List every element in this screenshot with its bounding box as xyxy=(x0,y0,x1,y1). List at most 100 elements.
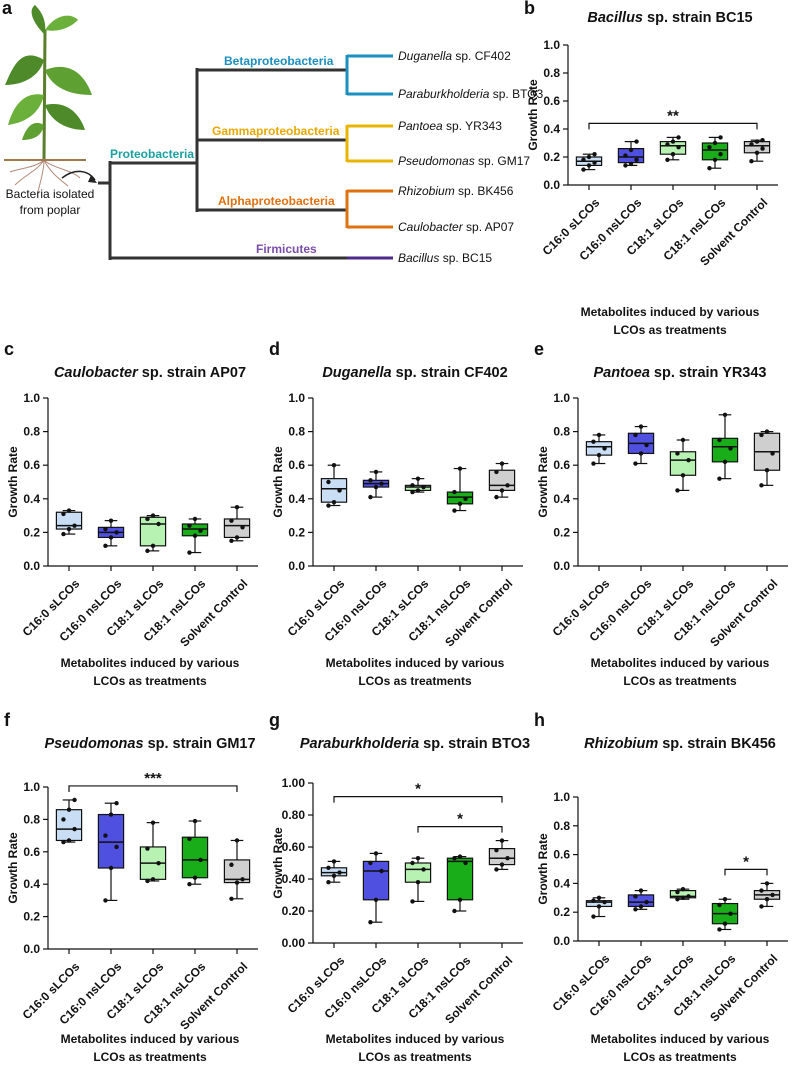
panel-letter: e xyxy=(534,339,544,359)
leaf-genus: Pseudomonas xyxy=(398,154,475,168)
significance-bracket xyxy=(333,796,503,803)
box xyxy=(488,469,516,491)
data-point xyxy=(717,927,722,932)
leaf-strain: sp. BTO3 xyxy=(489,87,543,101)
data-point xyxy=(764,897,770,902)
source-label: from poplar xyxy=(20,203,81,217)
data-point xyxy=(66,807,72,812)
data-point xyxy=(192,818,198,824)
y-tick-label: 0.20 xyxy=(282,904,306,918)
leaf-label: Caulobacter sp. AP07 xyxy=(398,220,514,234)
box xyxy=(55,809,83,842)
box xyxy=(446,857,474,901)
y-axis-label: Growth Rate xyxy=(6,832,20,904)
y-tick-label: 0.6 xyxy=(23,458,40,472)
box xyxy=(181,836,209,879)
y-tick-label: 0.60 xyxy=(282,840,306,854)
data-point xyxy=(452,856,457,861)
y-tick-label: 0.80 xyxy=(282,808,306,822)
chart-title: Pseudomonas sp. strain GM17 xyxy=(44,736,255,752)
y-tick-label: 1.0 xyxy=(553,391,570,405)
leaf-genus: Paraburkholderia xyxy=(398,87,490,101)
data-point xyxy=(457,897,463,902)
data-point xyxy=(234,535,240,540)
data-point xyxy=(759,904,764,909)
leaf-strain: sp. CF402 xyxy=(452,49,511,63)
data-point xyxy=(644,442,649,448)
y-tick-label: 0.4 xyxy=(543,122,560,136)
data-point xyxy=(591,898,596,903)
data-point xyxy=(156,860,161,866)
y-tick-label: 0.4 xyxy=(288,492,305,506)
panel-a: a Bacteria isolated from poplar xyxy=(2,0,393,260)
x-axis-label: Metabolites induced by various xyxy=(581,305,760,319)
data-point xyxy=(749,142,754,147)
data-point xyxy=(623,153,628,158)
data-point xyxy=(415,880,421,885)
chart-title: Bacillus sp. strain BC15 xyxy=(587,10,752,26)
box xyxy=(711,437,739,463)
y-tick-label: 0.0 xyxy=(553,559,570,573)
data-point xyxy=(505,483,510,488)
data-point xyxy=(728,911,733,916)
data-point xyxy=(712,157,718,162)
x-axis-label: LCOs as treatments xyxy=(623,1050,737,1064)
x-axis-label: Metabolites induced by various xyxy=(61,1032,240,1046)
data-point xyxy=(596,895,602,900)
y-tick-label: 0.0 xyxy=(543,178,560,192)
data-point xyxy=(707,145,712,150)
data-point xyxy=(373,469,379,475)
data-point xyxy=(602,446,607,451)
title-rest: sp. strain BTO3 xyxy=(419,736,530,752)
box xyxy=(320,478,348,503)
data-point xyxy=(718,152,723,157)
data-point xyxy=(764,429,770,434)
y-tick-label: 0.8 xyxy=(553,819,570,833)
data-point xyxy=(675,451,680,456)
data-point xyxy=(759,432,764,438)
data-point xyxy=(368,920,373,925)
data-point xyxy=(463,860,468,866)
data-point xyxy=(628,161,634,167)
data-point xyxy=(676,135,681,140)
data-point xyxy=(759,483,764,488)
data-point xyxy=(499,862,505,867)
chart-title: Paraburkholderia sp. strain BTO3 xyxy=(300,736,530,752)
data-point xyxy=(108,535,114,540)
data-point xyxy=(680,473,686,478)
data-point xyxy=(760,146,765,151)
y-axis-label: Growth Rate xyxy=(536,446,550,518)
data-point xyxy=(108,865,114,871)
y-tick-label: 0.2 xyxy=(288,525,305,539)
data-point xyxy=(229,518,234,523)
chart-title: Caulobacter sp. strain AP07 xyxy=(54,365,246,381)
y-axis-label: Growth Rate xyxy=(536,833,550,905)
leaf-strain: sp. BC15 xyxy=(439,251,492,265)
data-point xyxy=(326,503,331,508)
tree xyxy=(98,54,393,260)
data-point xyxy=(722,412,728,417)
panel-letter: g xyxy=(269,710,280,730)
title-rest: sp. strain BK456 xyxy=(658,736,776,752)
data-point xyxy=(728,446,733,451)
data-point xyxy=(591,461,596,466)
y-tick-label: 0.0 xyxy=(288,559,305,573)
data-point xyxy=(150,513,156,518)
leaf-strain: sp. AP07 xyxy=(463,220,515,234)
y-tick-label: 0.4 xyxy=(553,492,570,506)
leaf-genus: Rhizobium xyxy=(398,184,455,198)
panel-letter: h xyxy=(534,710,545,730)
data-point xyxy=(675,889,680,895)
title-rest: sp. strain CF402 xyxy=(392,365,508,381)
data-point xyxy=(103,543,108,549)
x-axis-label: Metabolites induced by various xyxy=(61,656,240,670)
y-tick-label: 0.2 xyxy=(553,905,570,919)
y-tick-label: 0.4 xyxy=(23,492,40,506)
data-point xyxy=(722,921,728,926)
leaf-label: Paraburkholderia sp. BTO3 xyxy=(398,87,544,101)
data-point xyxy=(66,526,72,532)
data-point xyxy=(680,886,686,892)
significance-bracket xyxy=(724,868,768,876)
box xyxy=(701,142,729,161)
x-axis-label: LCOs as treatments xyxy=(93,1050,207,1064)
